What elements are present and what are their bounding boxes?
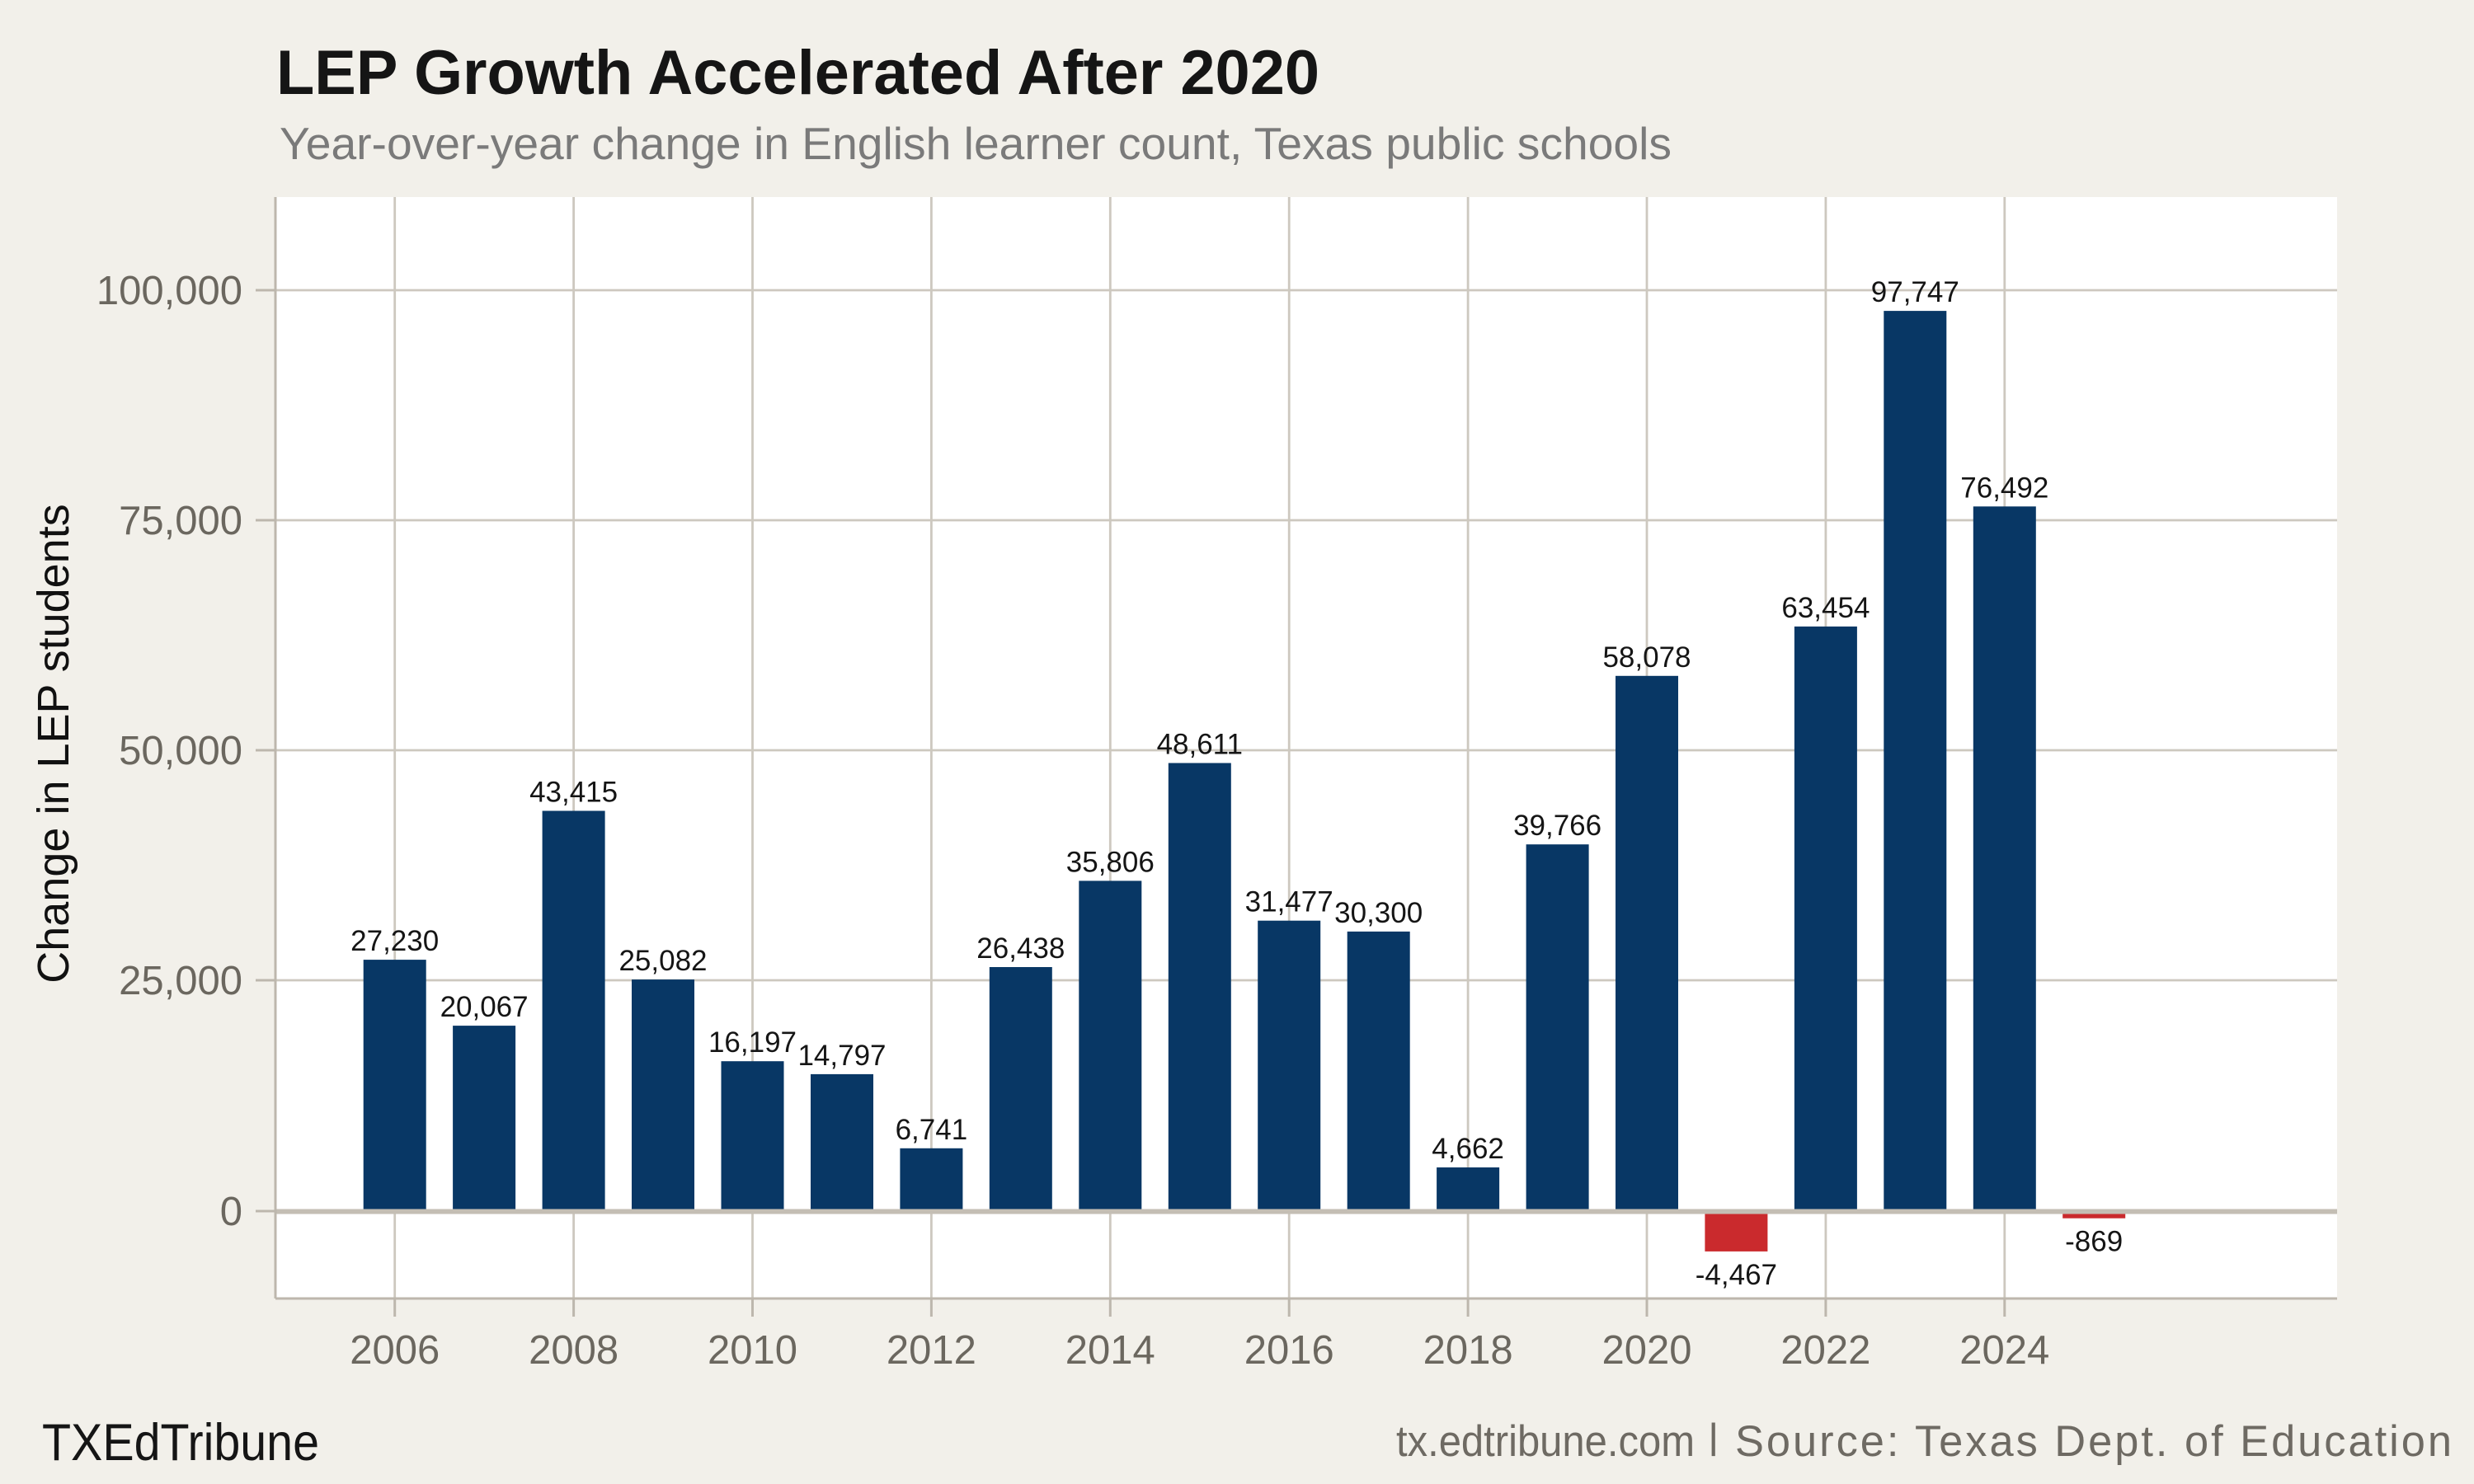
svg-text:75,000: 75,000 (119, 499, 242, 543)
svg-text:30,300: 30,300 (1334, 897, 1423, 929)
svg-text:-869: -869 (2065, 1226, 2123, 1258)
svg-text:2006: 2006 (350, 1328, 440, 1373)
svg-text:16,197: 16,197 (708, 1026, 797, 1059)
svg-text:35,806: 35,806 (1066, 846, 1155, 878)
svg-text:LEP Growth Accelerated After 2: LEP Growth Accelerated After 2020 (276, 38, 1319, 108)
svg-text:2014: 2014 (1065, 1328, 1155, 1373)
svg-text:58,078: 58,078 (1602, 641, 1691, 674)
svg-text:31,477: 31,477 (1245, 886, 1333, 918)
svg-text:2024: 2024 (1959, 1328, 2049, 1373)
svg-text:14,797: 14,797 (797, 1040, 886, 1072)
svg-text:Change in LEP students: Change in LEP students (29, 504, 78, 983)
svg-text:2008: 2008 (529, 1328, 618, 1373)
svg-text:Year-over-year change in Engli: Year-over-year change in English learner… (280, 118, 1672, 169)
svg-text:Source: Texas Dept. of Educati: Source: Texas Dept. of Education (1735, 1418, 2452, 1466)
svg-text:-4,467: -4,467 (1696, 1259, 1777, 1291)
svg-text:0: 0 (220, 1190, 242, 1234)
svg-text:TXEdTribune: TXEdTribune (42, 1414, 319, 1472)
svg-text:20,067: 20,067 (440, 991, 529, 1023)
svg-text:2020: 2020 (1602, 1328, 1691, 1373)
svg-text:43,415: 43,415 (529, 777, 618, 809)
svg-text:63,454: 63,454 (1781, 592, 1870, 624)
svg-text:26,438: 26,438 (976, 932, 1065, 965)
svg-text:100,000: 100,000 (96, 269, 242, 313)
svg-text:25,082: 25,082 (618, 945, 707, 977)
svg-text:39,766: 39,766 (1513, 810, 1602, 842)
svg-text:2018: 2018 (1423, 1328, 1513, 1373)
svg-text:97,747: 97,747 (1871, 276, 1959, 308)
svg-text:4,662: 4,662 (1432, 1133, 1504, 1165)
svg-text:tx.edtribune.com: tx.edtribune.com (1396, 1417, 1695, 1466)
svg-text:25,000: 25,000 (119, 959, 242, 1003)
svg-text:48,611: 48,611 (1157, 729, 1243, 761)
svg-text:2010: 2010 (708, 1328, 797, 1373)
svg-text:6,741: 6,741 (896, 1114, 968, 1146)
svg-text:76,492: 76,492 (1960, 472, 2048, 504)
svg-text:2016: 2016 (1244, 1328, 1334, 1373)
svg-text:2012: 2012 (887, 1328, 976, 1373)
svg-text:2022: 2022 (1780, 1328, 1870, 1373)
svg-text:27,230: 27,230 (350, 925, 439, 957)
svg-text:50,000: 50,000 (119, 729, 242, 773)
